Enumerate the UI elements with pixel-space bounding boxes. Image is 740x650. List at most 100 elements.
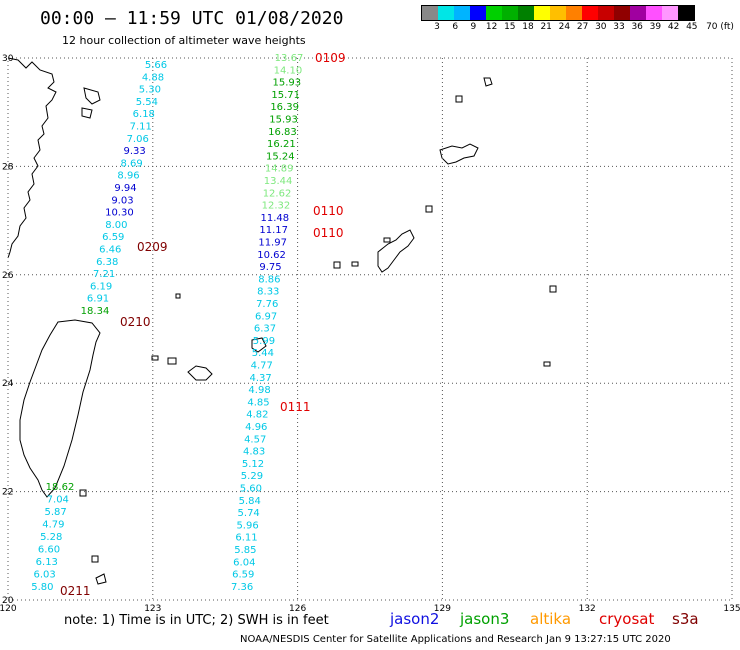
colorbar-cell [486, 6, 502, 20]
lat-tick-label: 30 [2, 54, 14, 64]
track-time-label: 0109 [315, 51, 346, 65]
swh-label: 15.93 [269, 115, 298, 126]
swh-label: 6.13 [36, 557, 58, 568]
swh-label: 6.37 [254, 324, 276, 335]
island-small-2 [351, 261, 359, 267]
swh-label: 7.21 [93, 269, 115, 280]
footer-note: note: 1) Time is in UTC; 2) SWH is in fe… [64, 613, 329, 628]
island-yakushima [483, 77, 493, 87]
chart-subtitle: 12 hour collection of altimeter wave hei… [62, 34, 306, 47]
swh-label: 6.46 [99, 245, 121, 256]
island-china-2 [81, 107, 93, 119]
swh-label: 7.11 [130, 122, 152, 133]
swh-label: 4.83 [243, 447, 265, 458]
island-small-6 [455, 95, 463, 103]
swh-label: 6.19 [90, 281, 112, 292]
colorbar-label: 39 [649, 22, 662, 32]
swh-label: 12.62 [263, 188, 292, 199]
colorbar-cell [582, 6, 598, 20]
swh-label: 5.66 [145, 60, 167, 71]
swh-label: 8.96 [117, 171, 139, 182]
swh-label: 5.30 [139, 85, 161, 96]
swh-label: 5.96 [236, 520, 258, 531]
swh-label: 15.93 [272, 78, 301, 89]
colorbar-cell [470, 6, 486, 20]
swh-label: 9.94 [114, 183, 136, 194]
swh-label: 5.60 [240, 484, 262, 495]
legend-cryosat: cryosat [599, 610, 655, 628]
swh-label: 6.59 [102, 232, 124, 243]
credit-line: NOAA/NESDIS Center for Satellite Applica… [240, 634, 671, 645]
island-orchid [95, 573, 107, 585]
track-time-label: 0110 [313, 226, 344, 240]
island-small-5 [543, 361, 551, 367]
colorbar-label: 36 [631, 22, 643, 32]
colorbar-cell [630, 6, 646, 20]
swh-label: 8.69 [120, 158, 142, 169]
altimeter-tracks: 5.664.88 5.305.546.18 7.117.069.338.69 8.96… [31, 53, 303, 593]
swh-label: 4.85 [247, 397, 269, 408]
island-china-1 [83, 87, 101, 105]
island-small-1 [333, 261, 341, 269]
swh-label: 7.04 [47, 495, 69, 506]
swh-label: 7.36 [231, 582, 253, 593]
swh-label: 11.97 [258, 238, 287, 249]
lat-tick-label: 20 [2, 596, 14, 606]
chart-title: 00:00 – 11:59 UTC 01/08/2020 [40, 8, 344, 29]
swh-label: 16.21 [267, 139, 296, 150]
swh-label: 6.18 [133, 109, 155, 120]
colorbar-label: 70 (ft) [706, 22, 734, 32]
colorbar-cell [422, 6, 438, 20]
island-small-7 [383, 237, 391, 243]
swh-label: 4.79 [42, 520, 64, 531]
lon-tick-label: 129 [434, 604, 451, 614]
swh-label: 10.30 [105, 208, 134, 219]
swh-label: 4.77 [251, 361, 273, 372]
swh-label: 14.89 [265, 164, 294, 175]
swh-label: 5.80 [31, 582, 53, 593]
island-small-10 [79, 489, 87, 497]
swh-label: 5.12 [242, 459, 264, 470]
colorbar-cell [614, 6, 630, 20]
swh-label: 5.28 [40, 532, 62, 543]
swh-label: 4.88 [142, 72, 164, 83]
track-time-label: 0110 [313, 204, 344, 218]
swh-label: 5.74 [238, 508, 260, 519]
track-time-labels: 0109 0110 0110 0111 0209 0210 0211 [60, 51, 346, 598]
swh-label: 8.33 [257, 287, 279, 298]
colorbar-labels: 3 6 9 12 15 18 21 24 27 30 33 36 39 42 45 70 (ft) [421, 22, 734, 34]
colorbar-label: 30 [595, 22, 607, 32]
colorbar-label: 9 [470, 22, 477, 32]
swh-label: 6.97 [255, 311, 277, 322]
island-okinawa [377, 229, 415, 273]
island-ishigaki [187, 365, 213, 381]
island-small-9 [151, 355, 159, 361]
colorbar-label: 3 [434, 22, 440, 32]
colorbar-label: 27 [576, 22, 589, 32]
colorbar-label: 6 [452, 22, 459, 32]
map-border [7, 57, 733, 601]
island-miyako [251, 337, 267, 353]
colorbar-cell [534, 6, 550, 20]
track-time-label: 0111 [280, 400, 311, 414]
track-time-label: 0211 [60, 584, 91, 598]
coastline-china [7, 57, 57, 259]
swh-label: 18.34 [81, 306, 110, 317]
swh-label: 13.44 [264, 176, 293, 187]
colorbar-label: 45 [686, 22, 698, 32]
colorbar-label: 15 [504, 22, 516, 32]
swh-label: 5.54 [136, 97, 158, 108]
swh-label: 13.67 [275, 53, 304, 64]
island-small-4 [549, 285, 557, 293]
swh-label: 15.71 [271, 90, 300, 101]
swh-label: 11.17 [259, 225, 288, 236]
lat-tick-label: 26 [2, 271, 14, 281]
swh-label: 6.03 [33, 570, 55, 581]
colorbar-cell [550, 6, 566, 20]
swh-label: 4.57 [244, 434, 266, 445]
lon-tick-label: 123 [144, 604, 161, 614]
swh-label: 5.44 [252, 348, 274, 359]
swh-label: 16.39 [270, 102, 299, 113]
colorbar-label: 42 [667, 22, 680, 32]
island-small-8 [175, 293, 181, 299]
